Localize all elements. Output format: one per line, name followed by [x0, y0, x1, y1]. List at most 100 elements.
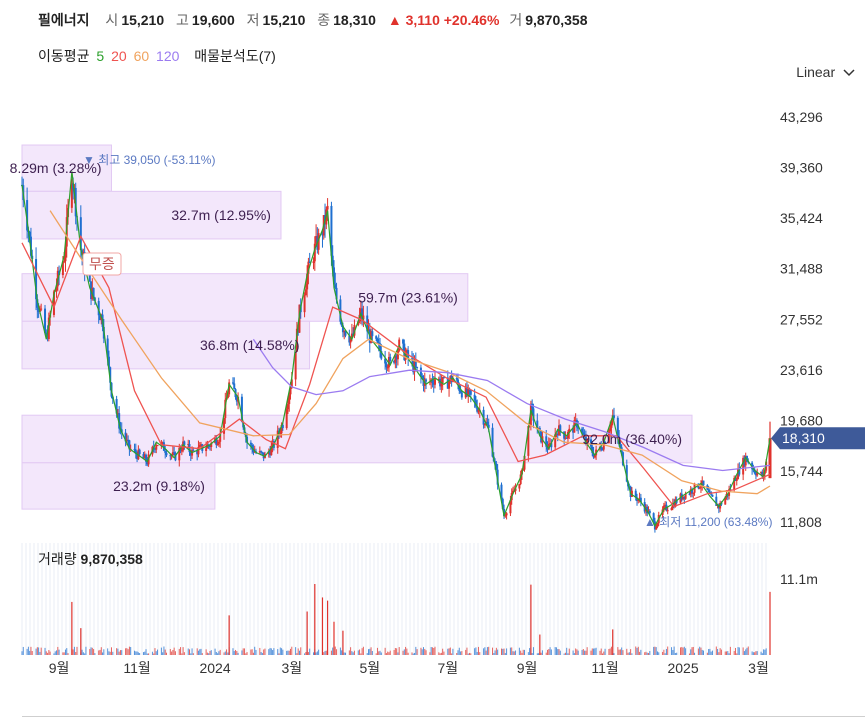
ma-60[interactable]: 60 [133, 48, 150, 64]
candle-body [127, 439, 130, 441]
candle-body [664, 504, 667, 506]
candle-body [602, 441, 605, 450]
candle-body [538, 427, 541, 431]
candle-body [276, 430, 279, 448]
candle-body [146, 461, 149, 465]
candle-body [143, 454, 146, 459]
candle-body [523, 455, 526, 470]
candle-body [357, 321, 360, 325]
candle-body [136, 453, 139, 460]
volume-profile-label: 36.8m (14.58%) [200, 337, 300, 353]
low-value: 15,210 [262, 12, 306, 28]
candle-body [550, 443, 553, 448]
ma-60-line [49, 210, 771, 495]
candle-body [630, 490, 633, 497]
candle-body [240, 396, 243, 422]
candle-body [386, 367, 389, 369]
candle-body [187, 444, 190, 446]
candle-body [394, 355, 397, 363]
x-tick-label: 3월 [281, 660, 302, 676]
candle-body [519, 474, 522, 485]
candle-body [349, 337, 352, 343]
candle-body [379, 343, 382, 352]
candle-body [467, 388, 470, 395]
candle-body [568, 428, 571, 433]
candle-body [413, 361, 416, 373]
candle-body [613, 415, 616, 418]
candle-body [684, 493, 687, 499]
candle-body [574, 420, 577, 422]
current-price-label: 18,310 [782, 430, 825, 446]
candle-body [281, 424, 284, 429]
candle-body [233, 383, 236, 390]
ma-legend[interactable]: 이동평균 5 20 60 120 매물분석도(7) [38, 46, 279, 66]
candle-body [522, 469, 525, 471]
ma-5[interactable]: 5 [96, 48, 105, 64]
candle-body [416, 366, 419, 368]
volume-profile-bar [21, 414, 693, 464]
candle-body [359, 308, 362, 315]
candle-body [196, 450, 199, 455]
candle-body [636, 497, 639, 501]
candle-body [115, 398, 118, 414]
candle-body [37, 307, 40, 312]
candle-body [198, 445, 201, 447]
candle-body [142, 454, 145, 459]
candle-body [228, 382, 231, 395]
candle-body [402, 339, 405, 344]
candle-body [698, 487, 701, 489]
candle-body [556, 433, 559, 436]
candle-body [128, 440, 131, 450]
candle-body [165, 452, 168, 456]
candle-body [180, 450, 183, 452]
candle-body [44, 308, 47, 333]
candle-body [384, 358, 387, 364]
ma-120-line [252, 338, 771, 472]
candle-body [269, 451, 272, 456]
candle-body [47, 317, 50, 339]
candle-body [439, 378, 442, 387]
candle-body [308, 261, 311, 264]
volume-profile-toggle[interactable]: 매물분석도(7) [194, 48, 276, 64]
candle-body [40, 308, 43, 310]
candle-body [313, 243, 316, 262]
candle-body [251, 444, 254, 449]
candle-body [312, 261, 315, 264]
ma-legend-label: 이동평균 [38, 48, 90, 64]
candle-body [752, 469, 755, 471]
candle-body [589, 439, 592, 447]
ma-120[interactable]: 120 [156, 48, 180, 64]
candle-body [109, 367, 112, 383]
candle-body [756, 472, 759, 476]
candle-body [474, 400, 477, 407]
candle-body [460, 392, 463, 398]
volume-profile-label: 92.0m (36.40%) [582, 431, 682, 447]
ma-20[interactable]: 20 [111, 48, 127, 64]
candle-body [317, 233, 320, 250]
candle-body [446, 377, 449, 389]
candle-body [431, 379, 434, 383]
candle-body [178, 447, 181, 461]
candle-body [235, 397, 238, 402]
candle-body [674, 499, 677, 507]
open-value: 15,210 [121, 12, 165, 28]
candle-body [646, 506, 649, 514]
candle-body [315, 236, 318, 244]
candle-body [223, 418, 226, 434]
candle-body [421, 375, 424, 378]
candle-body [332, 267, 335, 285]
candle-body [169, 455, 172, 457]
scale-select[interactable]: Linear [796, 64, 855, 80]
candle-body [728, 489, 731, 496]
candle-body [304, 289, 307, 296]
candle-body [491, 427, 494, 457]
candle-body [441, 377, 444, 383]
candle-body [577, 427, 580, 429]
volume-profile-bar [21, 320, 311, 370]
candle-body [306, 273, 309, 290]
candle-body [189, 452, 192, 456]
candle-body [564, 437, 567, 439]
candle-body [161, 442, 164, 444]
chevron-down-icon [843, 69, 855, 77]
